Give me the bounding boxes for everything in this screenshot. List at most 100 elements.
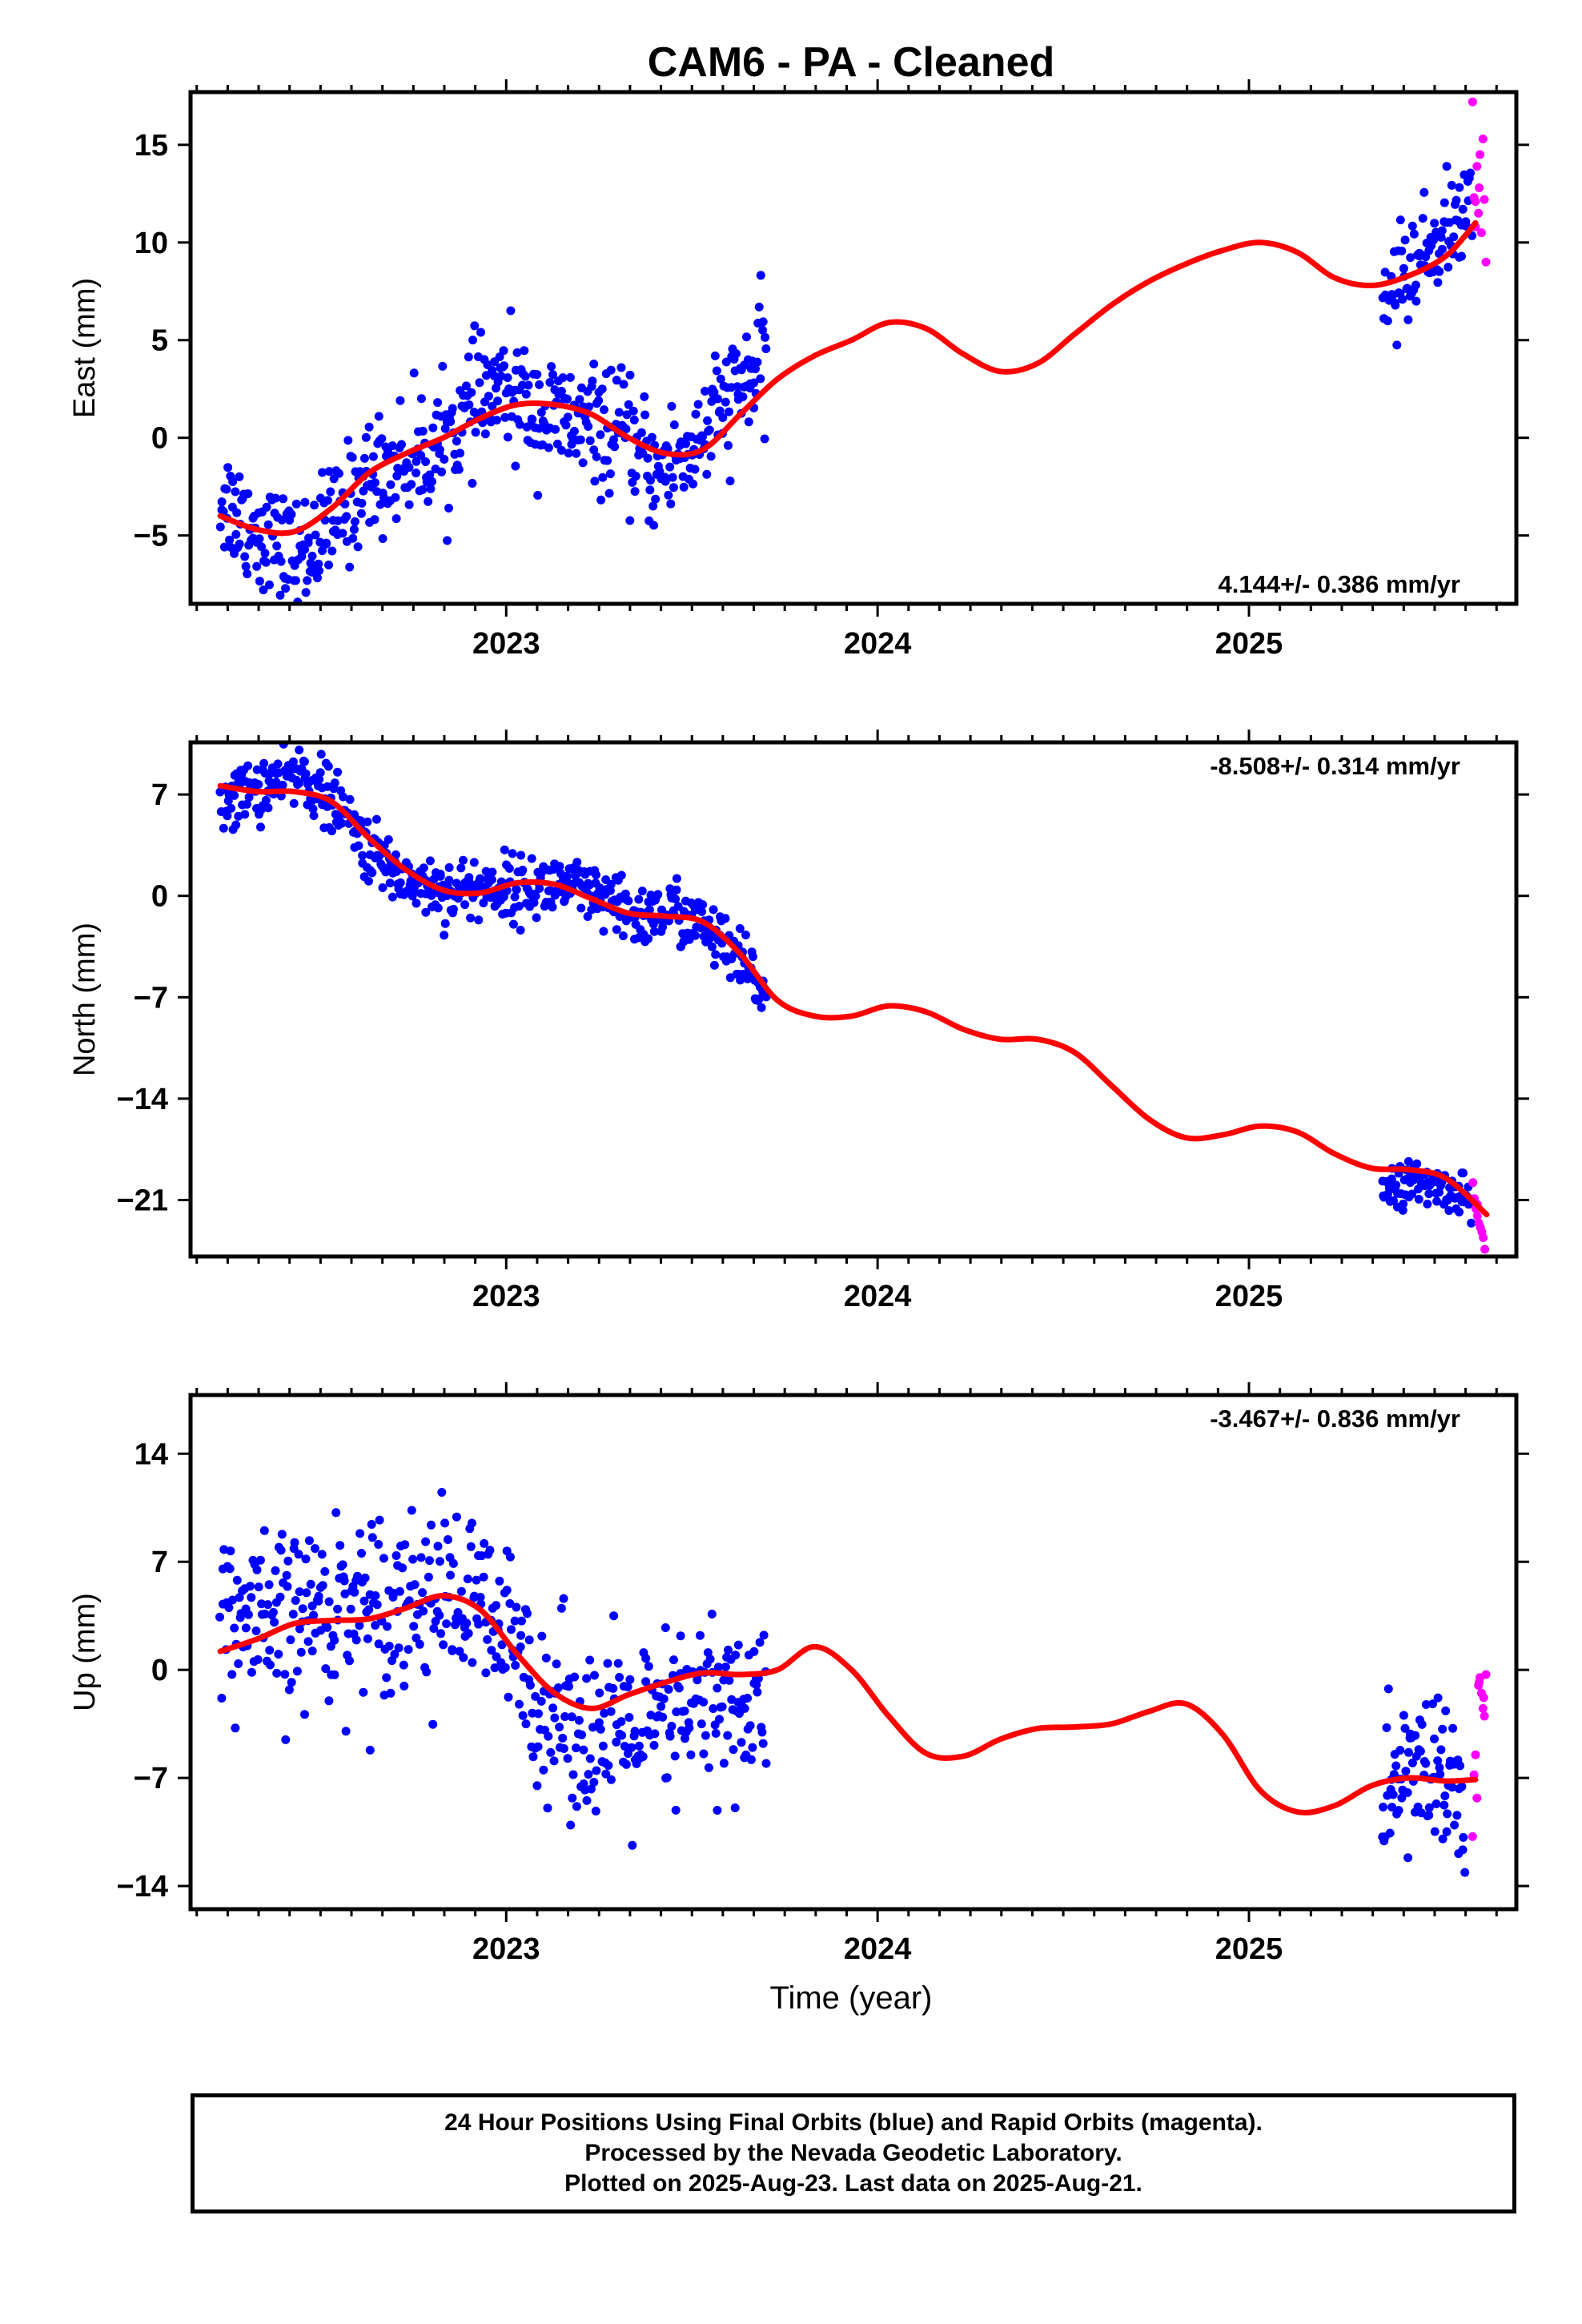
final-orbit-point [469,858,479,867]
final-orbit-point [621,424,631,434]
final-orbit-point [222,485,231,494]
final-orbit-point [705,1655,715,1664]
final-orbit-point [263,520,273,529]
final-orbit-point [378,883,387,892]
final-orbit-point [1448,1723,1458,1733]
final-orbit-point [383,834,393,844]
final-orbit-point [1388,1790,1398,1799]
final-orbit-point [643,453,652,463]
final-orbit-point [691,409,701,419]
final-orbit-point [749,952,757,962]
final-orbit-point [386,480,396,489]
final-orbit-point [1387,1803,1397,1812]
final-orbit-point [463,1574,472,1584]
final-orbit-point [1430,219,1439,228]
final-orbit-point [756,374,765,384]
final-orbit-point [479,1572,488,1582]
final-orbit-point [223,811,232,821]
footer-info-box: 24 Hour Positions Using Final Orbits (bl… [191,2093,1516,2213]
final-orbit-point [481,1668,491,1678]
final-orbit-point [215,1612,224,1622]
y-tick-label: 7 [151,778,168,812]
final-orbit-point [243,761,253,770]
final-orbit-point [390,1650,400,1659]
final-orbit-point [425,1556,434,1566]
final-orbit-point [627,1743,636,1752]
final-orbit-point [438,361,448,371]
final-orbit-point [665,462,675,472]
final-orbit-point [706,452,716,461]
final-orbit-point [650,1729,660,1739]
final-orbit-point [264,1580,274,1590]
rapid-orbit-point [1468,97,1477,107]
final-orbit-point [462,1618,472,1628]
final-orbit-point [698,432,707,441]
final-orbit-point [656,1702,666,1711]
final-orbit-point [761,332,770,342]
final-orbit-point [680,1707,689,1716]
rapid-orbit-point [1479,1693,1488,1703]
final-orbit-point [1435,267,1444,276]
final-orbit-point [471,428,480,437]
final-orbit-point [395,1586,404,1596]
final-orbit-point [456,448,465,458]
final-orbit-point [615,1673,624,1682]
final-orbit-point [315,768,325,778]
y-tick-label: 0 [151,422,168,456]
x-tick-label: 2024 [844,1280,912,1313]
final-orbit-point [1436,1745,1446,1755]
final-orbit-point [1435,1763,1444,1772]
final-orbit-point [667,1722,677,1731]
final-orbit-point [1431,1799,1441,1808]
final-orbit-point [612,925,621,935]
final-orbit-point [288,757,298,766]
y-tick-label: 0 [151,880,168,914]
final-orbit-point [715,1715,724,1724]
final-orbit-point [1430,1734,1439,1743]
final-orbit-point [521,1719,531,1729]
final-orbit-point [318,546,327,556]
final-orbit-point [231,529,241,539]
final-orbit-point [1441,1706,1451,1715]
final-orbit-point [661,1623,670,1632]
final-orbit-point [561,420,571,430]
final-orbit-point [649,521,659,530]
final-orbit-point [701,1731,710,1740]
final-orbit-point [320,1566,330,1576]
final-orbit-point [544,443,553,452]
final-orbit-point [392,471,402,480]
final-orbit-point [548,903,557,912]
final-orbit-point [505,1598,515,1608]
final-orbit-point [424,1572,433,1582]
final-orbit-point [324,1696,334,1706]
final-orbit-point [604,489,614,498]
final-orbit-point [516,850,526,860]
final-orbit-point [1424,1189,1434,1199]
final-orbit-point [497,1640,507,1650]
final-orbit-point [753,357,762,367]
final-orbit-point [533,491,543,500]
final-orbit-point [546,1747,556,1757]
figure-title: CAM6 - PA - Cleaned [648,39,1055,86]
final-orbit-point [228,477,238,486]
final-orbit-point [416,394,426,404]
north-panel: 7 0 −7 −14 −21 2023 2024 2025 North (mm) -8.508+/… [68,730,1529,1313]
final-orbit-point [644,934,653,943]
final-orbit-point [296,1647,306,1657]
final-orbit-point [259,1526,269,1535]
final-orbit-point [1395,1746,1405,1755]
final-orbit-point [448,1558,458,1568]
final-orbit-point [1424,1811,1434,1820]
x-tick-label: 2024 [844,1932,912,1966]
final-orbit-point [267,609,275,617]
final-orbit-point [616,870,626,880]
final-orbit-point [518,866,528,875]
final-orbit-point [261,557,271,567]
final-orbit-point [397,440,406,449]
final-orbit-point [755,1638,765,1647]
final-orbit-point [1428,1699,1437,1709]
final-orbit-point [583,912,592,921]
final-orbit-point [564,1682,573,1691]
final-orbit-point [347,452,357,462]
final-orbit-point [713,1683,722,1693]
